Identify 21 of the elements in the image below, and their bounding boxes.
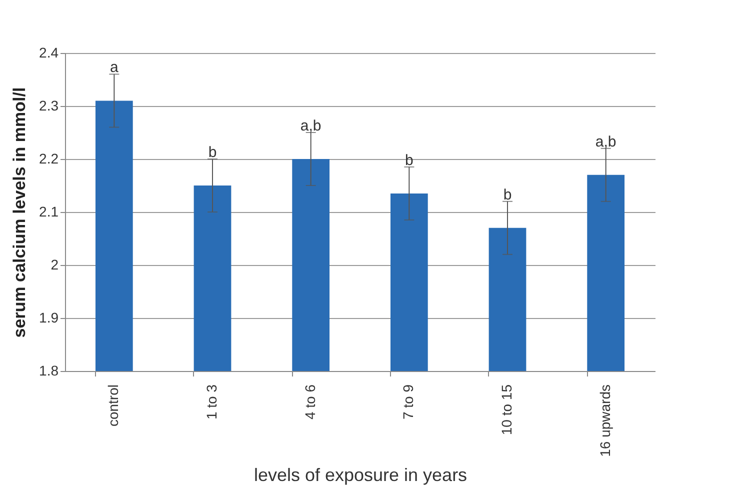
annotation: b bbox=[404, 152, 414, 169]
annotation: a bbox=[110, 59, 119, 76]
x-tick-label: 7 to 9 bbox=[400, 384, 416, 420]
y-axis-title: serum calcium levels in mmol/l bbox=[10, 87, 30, 338]
annotation: b bbox=[208, 144, 217, 161]
x-tick-label: control bbox=[105, 384, 122, 427]
x-tick-label: 10 to 15 bbox=[498, 384, 514, 436]
x-tick-label: 16 upwards bbox=[596, 384, 613, 457]
x-tick-label: 4 to 6 bbox=[302, 384, 318, 420]
y-tick-label: 2.4 bbox=[39, 44, 59, 60]
y-tick-label: 1.9 bbox=[39, 310, 59, 326]
y-tick-label: 2 bbox=[50, 256, 59, 272]
x-axis-title: levels of exposure in years bbox=[254, 464, 468, 485]
annotation: a,b bbox=[595, 133, 616, 150]
y-tick-label: 2.2 bbox=[39, 150, 59, 166]
y-tick-label: 2.3 bbox=[39, 98, 59, 114]
annotation: a,b bbox=[300, 118, 322, 134]
y-tick-label: 1.8 bbox=[39, 362, 59, 378]
y-tick-label: 2.1 bbox=[39, 204, 59, 220]
annotation: b bbox=[503, 186, 512, 204]
x-tick-label: 1 to 3 bbox=[204, 384, 220, 420]
